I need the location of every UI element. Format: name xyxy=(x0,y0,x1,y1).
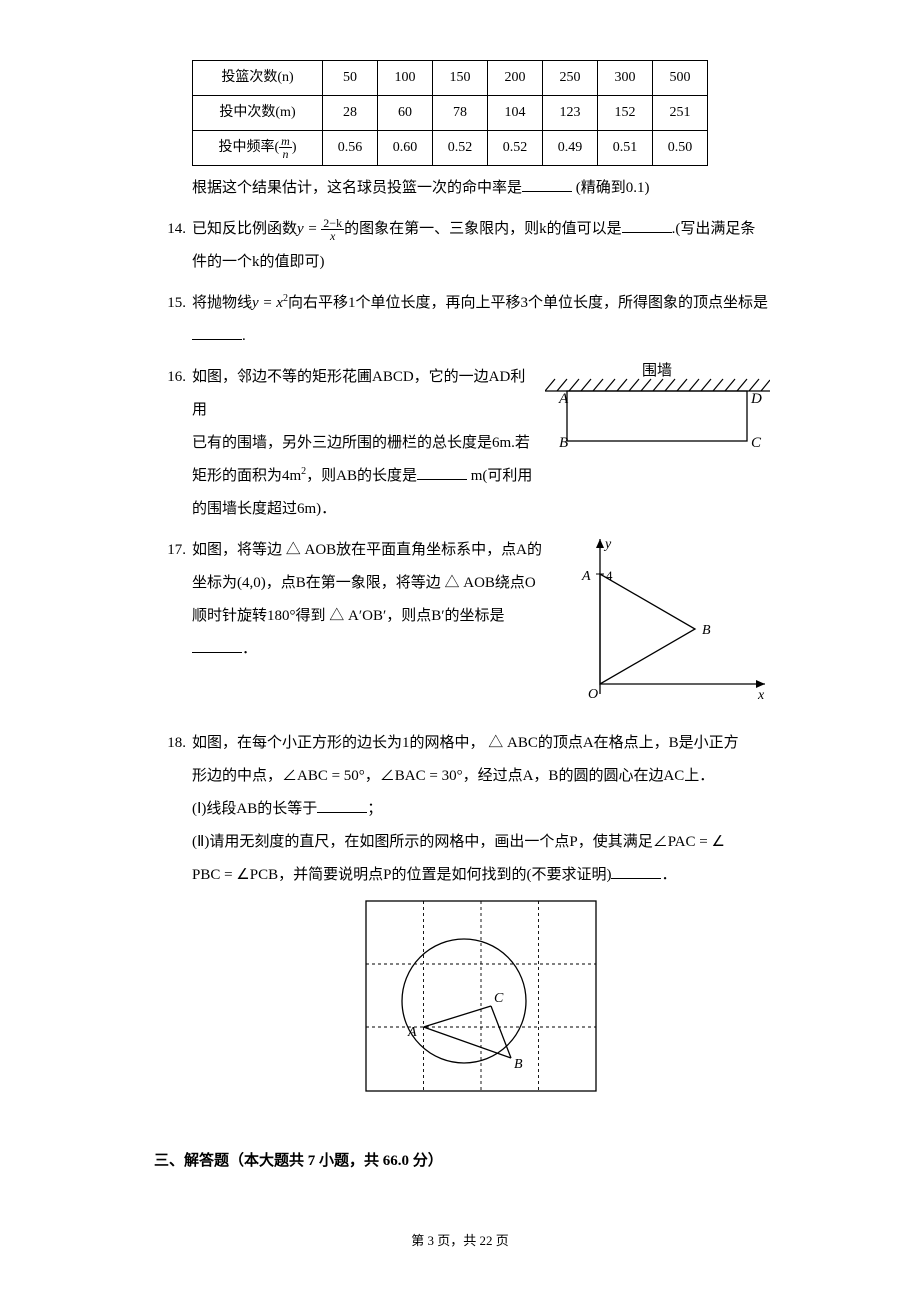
question-number: 15. xyxy=(150,287,192,320)
cell: 0.60 xyxy=(378,131,433,166)
cell: 0.51 xyxy=(598,131,653,166)
cell: 投中次数(m) xyxy=(193,96,323,131)
table-row: 投中频率(mn) 0.56 0.60 0.52 0.52 0.49 0.51 0… xyxy=(193,131,708,166)
cell: 500 xyxy=(653,61,708,96)
blank xyxy=(417,465,467,480)
question-body: 如图，在每个小正方形的边长为1的网格中， △ ABC的顶点A在格点上，B是小正方… xyxy=(192,727,770,1109)
question-number: 14. xyxy=(150,213,192,246)
question-body: 将抛物线y = x2向右平移1个单位长度，再向上平移3个单位长度，所得图象的顶点… xyxy=(192,287,770,353)
cell: 0.49 xyxy=(543,131,598,166)
cell: 300 xyxy=(598,61,653,96)
svg-text:A: A xyxy=(558,391,569,407)
cell: 123 xyxy=(543,96,598,131)
cell: 250 xyxy=(543,61,598,96)
cell: 28 xyxy=(323,96,378,131)
cell: 0.56 xyxy=(323,131,378,166)
blank xyxy=(192,638,242,653)
svg-text:A: A xyxy=(581,569,591,584)
table-row: 投中次数(m) 28 60 78 104 123 152 251 xyxy=(193,96,708,131)
blank xyxy=(622,218,672,233)
svg-text:O: O xyxy=(588,687,598,702)
wall-label: 围墙 xyxy=(642,362,672,379)
cell: 投中频率(mn) xyxy=(193,131,323,166)
svg-text:B: B xyxy=(702,623,711,638)
cell: 投篮次数(n) xyxy=(193,61,323,96)
question-number: 18. xyxy=(150,727,192,760)
svg-text:C: C xyxy=(751,435,762,451)
question-body: 如图，邻边不等的矩形花圃ABCD，它的一边AD利用 已有的围墙，另外三边所围的栅… xyxy=(192,361,770,526)
svg-text:B: B xyxy=(514,1057,523,1072)
blank xyxy=(611,864,661,879)
cell: 0.50 xyxy=(653,131,708,166)
cell: 0.52 xyxy=(488,131,543,166)
question-number: 17. xyxy=(150,534,192,567)
blank xyxy=(522,177,572,192)
cell: 200 xyxy=(488,61,543,96)
cell: 0.52 xyxy=(433,131,488,166)
svg-text:4: 4 xyxy=(606,568,613,583)
section-heading: 三、解答题（本大题共 7 小题，共 66.0 分） xyxy=(154,1149,770,1170)
cell: 152 xyxy=(598,96,653,131)
table-caption: 根据这个结果估计，这名球员投篮一次的命中率是 (精确到0.1) xyxy=(192,172,770,205)
question-body: 已知反比例函数y = 2−kx的图象在第一、三象限内，则k的值可以是.(写出满足… xyxy=(192,213,770,279)
svg-text:C: C xyxy=(494,991,504,1006)
cell: 60 xyxy=(378,96,433,131)
svg-text:A: A xyxy=(407,1025,417,1040)
question-body: 如图，将等边 △ AOB放在平面直角坐标系中，点A的 坐标为(4,0)，点B在第… xyxy=(192,534,770,717)
cell: 150 xyxy=(433,61,488,96)
cell: 251 xyxy=(653,96,708,131)
table-row: 投篮次数(n) 50 100 150 200 250 300 500 xyxy=(193,61,708,96)
blank xyxy=(192,325,242,340)
cell: 100 xyxy=(378,61,433,96)
question-number: 16. xyxy=(150,361,192,394)
page-footer: 第 3 页，共 22 页 xyxy=(150,1230,770,1249)
cell: 78 xyxy=(433,96,488,131)
grid-circle-figure: A B C xyxy=(356,896,606,1096)
svg-text:B: B xyxy=(559,435,568,451)
svg-text:x: x xyxy=(757,688,765,703)
blank xyxy=(317,798,367,813)
coordinate-figure: A 4 B O y x xyxy=(570,534,770,717)
rectangle-wall-figure: 围墙 A D B C xyxy=(545,361,770,526)
svg-text:D: D xyxy=(750,391,762,407)
frequency-table: 投篮次数(n) 50 100 150 200 250 300 500 投中次数(… xyxy=(192,60,708,166)
svg-text:y: y xyxy=(603,537,612,552)
cell: 104 xyxy=(488,96,543,131)
cell: 50 xyxy=(323,61,378,96)
